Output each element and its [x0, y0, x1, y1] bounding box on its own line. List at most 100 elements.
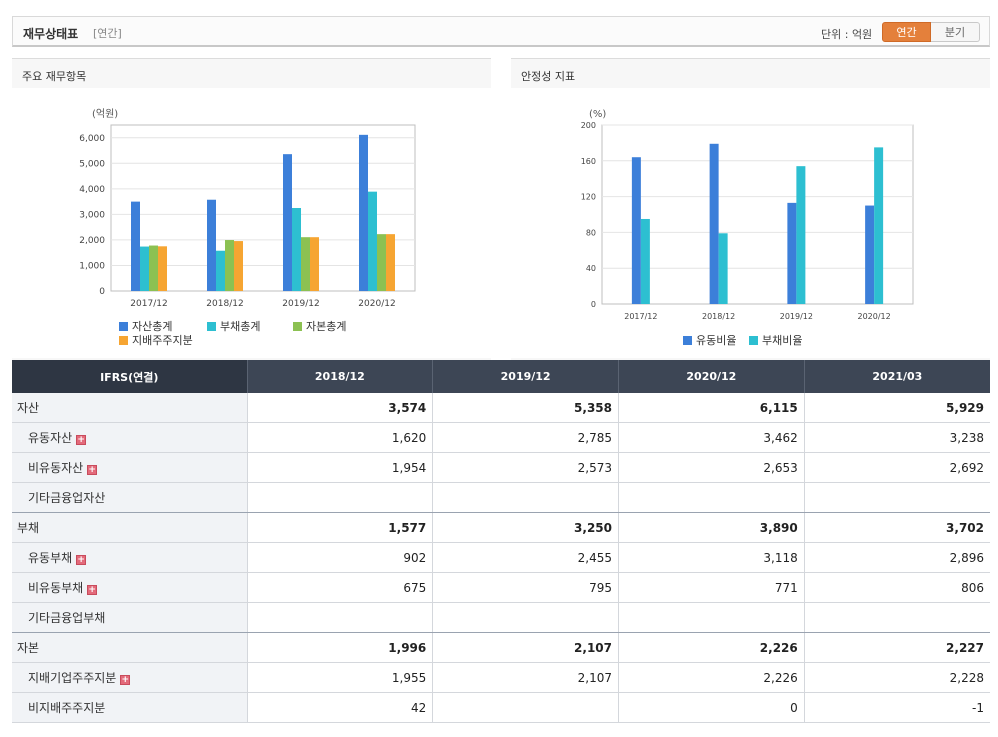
expand-plus-icon[interactable]: + — [120, 675, 131, 685]
table-cell: 2,455 — [432, 542, 619, 573]
y-tick-label: 6,000 — [79, 134, 105, 144]
y-tick-label: 80 — [586, 228, 596, 237]
bar-자본총계 — [225, 240, 234, 291]
y-tick-label: 3,000 — [79, 210, 105, 220]
plot-frame — [601, 124, 914, 305]
table-row: 기타금융업부채 — [12, 602, 990, 633]
table-row: 지배기업주주지분 +1,955 2,107 2,226 2,228 — [12, 662, 990, 693]
table-row: 부채 1,577 3,250 3,890 3,702 — [12, 512, 990, 543]
ifrs-header: IFRS(연결) — [12, 360, 247, 393]
legend-label: 유동비율 — [696, 334, 737, 347]
table-cell: 2,653 — [618, 452, 805, 483]
bar-유동비율 — [709, 143, 719, 304]
table-cell: 2,573 — [432, 452, 619, 483]
main-items-chart-svg: (억원) 0 1,000 2,000 3,000 4,000 5,000 6,000 2017/… — [79, 108, 416, 309]
row-label-text: 자산 — [17, 401, 40, 415]
bar-자산총계 — [131, 201, 140, 291]
legend-swatch — [119, 336, 128, 345]
legend-label: 자본총계 — [306, 320, 347, 333]
row-label-text: 유동자산 — [28, 431, 73, 445]
table-cell: 795 — [432, 572, 619, 603]
bar-지배주주지분 — [158, 246, 167, 291]
table-cell: 1,620 — [246, 422, 433, 453]
expand-plus-icon[interactable]: + — [76, 435, 87, 445]
main-items-legend: 자산총계 부채총계 자본총계 지배주주지분 — [119, 318, 479, 352]
bar-자본총계 — [149, 245, 158, 291]
x-tick-label: 2019/12 — [780, 312, 813, 321]
balance-sheet-table: IFRS(연결) 2018/12 2019/12 2020/12 2021/03… — [12, 360, 990, 723]
bar-부채총계 — [292, 208, 301, 291]
annual-toggle-button[interactable]: 연간 — [882, 22, 931, 42]
y-tick-label: 0 — [99, 287, 105, 297]
y-tick-label: 2,000 — [79, 236, 105, 246]
legend-swatch — [749, 336, 758, 345]
table-cell — [803, 602, 990, 633]
table-cell: 2,692 — [803, 452, 990, 483]
table-row: 비유동자산 +1,954 2,573 2,653 2,692 — [12, 452, 990, 483]
bar-자본총계 — [377, 234, 386, 291]
table-cell: 2,107 — [432, 632, 619, 663]
table-row: 비지배주주지분 42 0 -1 — [12, 692, 990, 723]
table-cell — [432, 482, 619, 513]
column-header: 2019/12 — [432, 360, 619, 393]
table-cell: 5,929 — [803, 393, 990, 423]
column-header: 2020/12 — [618, 360, 805, 393]
x-tick-label: 2018/12 — [206, 299, 243, 309]
y-tick-label: 120 — [581, 193, 596, 202]
table-cell: 3,890 — [618, 512, 805, 543]
table-cell: 1,996 — [246, 632, 433, 663]
quarter-toggle-button[interactable]: 분기 — [931, 22, 980, 42]
bar-자산총계 — [359, 134, 368, 291]
bar-지배주주지분 — [310, 237, 319, 291]
page-title: 재무상태표 — [23, 27, 79, 41]
x-tick-label: 2018/12 — [702, 312, 735, 321]
table-cell — [803, 482, 990, 513]
row-label: 기타금융업부채 — [12, 602, 247, 633]
legend-item: 지배주주지분 — [119, 332, 193, 348]
table-cell: 3,702 — [803, 512, 990, 543]
table-row: 유동부채 +902 2,455 3,118 2,896 — [12, 542, 990, 573]
table-cell: 3,250 — [432, 512, 619, 543]
y-tick-label: 160 — [581, 157, 596, 166]
legend-item: 유동비율 — [683, 332, 736, 348]
legend-swatch — [683, 336, 692, 345]
table-cell: 2,227 — [803, 632, 990, 663]
column-header: 2018/12 — [246, 360, 433, 393]
expand-plus-icon[interactable]: + — [87, 585, 98, 595]
row-label-text: 유동부채 — [28, 551, 73, 565]
row-label: 비지배주주지분 — [12, 692, 247, 723]
bar-지배주주지분 — [386, 234, 395, 291]
table-cell: 2,228 — [803, 662, 990, 693]
table-cell — [618, 482, 805, 513]
expand-plus-icon[interactable]: + — [87, 465, 98, 475]
stability-title: 안정성 지표 — [521, 70, 576, 83]
unit-label: 단위 : 억원 — [821, 28, 873, 41]
y-axis-label: (억원) — [92, 108, 118, 120]
row-label-text: 비유동자산 — [28, 461, 84, 475]
row-label: 자본 — [12, 632, 247, 663]
legend-label: 지배주주지분 — [132, 334, 193, 347]
table-cell: 1,577 — [246, 512, 433, 543]
period-label: [연간] — [93, 27, 122, 40]
table-cell: 2,107 — [432, 662, 619, 693]
table-cell — [618, 602, 805, 633]
column-header: 2021/03 — [803, 360, 990, 393]
table-header-row: IFRS(연결) 2018/12 2019/12 2020/12 2021/03 — [12, 360, 990, 393]
table-row: 자본 1,996 2,107 2,226 2,227 — [12, 632, 990, 663]
bar-부채총계 — [140, 246, 149, 291]
bar-자산총계 — [283, 154, 292, 291]
bar-부채비율 — [874, 147, 884, 304]
main-items-chart: (억원) 0 1,000 2,000 3,000 4,000 5,000 6,000 2017/… — [12, 88, 491, 358]
table-cell: 2,226 — [618, 662, 805, 693]
row-label-text: 비지배주주지분 — [28, 701, 106, 715]
expand-plus-icon[interactable]: + — [76, 555, 87, 565]
row-label-text: 부채 — [17, 521, 40, 535]
row-label-text: 비유동부채 — [28, 581, 84, 595]
table-cell: 806 — [803, 572, 990, 603]
row-label: 유동부채 + — [12, 542, 247, 573]
legend-item: 부채비율 — [749, 332, 802, 348]
table-cell: 3,574 — [246, 393, 433, 423]
row-label: 비유동부채 + — [12, 572, 247, 603]
row-label: 비유동자산 + — [12, 452, 247, 483]
row-label: 부채 — [12, 512, 247, 543]
